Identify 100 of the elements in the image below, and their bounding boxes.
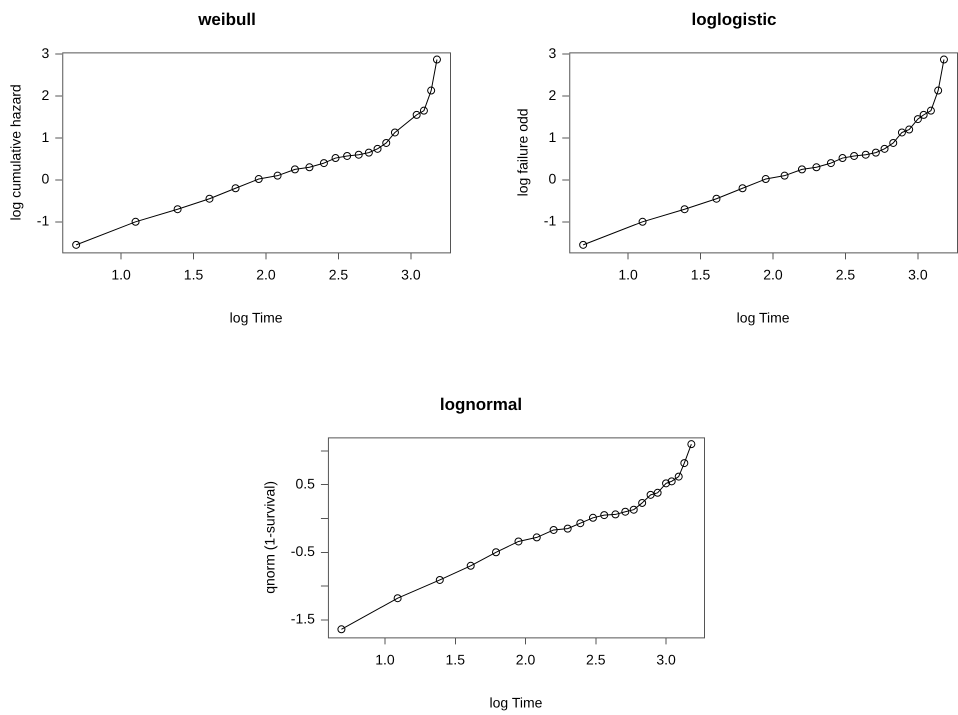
- x-tick-label: 1.5: [690, 266, 710, 283]
- point: [374, 144, 382, 153]
- y-tick-label: 1: [548, 128, 556, 145]
- point: [850, 152, 858, 160]
- x-tick-label: 3.0: [401, 266, 421, 283]
- point: [638, 498, 646, 507]
- y-tick-label: 3: [41, 44, 50, 61]
- point: [305, 163, 314, 172]
- x-tick-label: 3.0: [908, 266, 928, 283]
- point: [132, 218, 140, 226]
- y-tick-label: 0.5: [295, 476, 316, 492]
- point: [550, 526, 558, 534]
- x-tick-label: 1.0: [618, 266, 638, 283]
- x-axis-title: log Time: [490, 694, 543, 710]
- point: [579, 240, 588, 249]
- point: [862, 150, 870, 159]
- point: [668, 477, 676, 486]
- y-tick-label: 3: [548, 44, 556, 61]
- y-tick-label: -1.5: [290, 610, 316, 627]
- point: [588, 514, 597, 522]
- point: [611, 510, 620, 518]
- point: [420, 106, 428, 115]
- point: [934, 86, 942, 95]
- point: [600, 511, 608, 520]
- point: [564, 524, 572, 533]
- y-tick-label: -1: [544, 212, 556, 229]
- y-tick-label: -0.5: [290, 543, 316, 560]
- point: [654, 488, 662, 497]
- point: [436, 576, 444, 584]
- point: [638, 218, 647, 226]
- point: [630, 506, 638, 514]
- x-axis-title: log Time: [736, 309, 790, 326]
- y-axis-title: log failure odd: [514, 108, 530, 196]
- point: [492, 548, 500, 556]
- y-tick-label: 2: [548, 86, 556, 103]
- x-tick-label: 3.0: [656, 652, 676, 668]
- chart-title: lognormal: [440, 394, 522, 414]
- point: [680, 459, 688, 468]
- point: [532, 533, 541, 542]
- point: [889, 138, 898, 147]
- x-tick-label: 2.0: [763, 266, 783, 283]
- point: [712, 194, 720, 203]
- x-tick-label: 2.5: [586, 652, 606, 668]
- x-tick-label: 2.0: [516, 652, 536, 668]
- point: [427, 86, 436, 95]
- x-tick-label: 1.0: [375, 652, 395, 668]
- y-axis-title: qnorm (1-survival): [261, 480, 278, 594]
- y-tick-label: 0: [41, 170, 50, 187]
- x-tick-label: 1.5: [184, 266, 204, 283]
- point: [382, 138, 390, 147]
- point: [812, 163, 820, 172]
- point: [320, 159, 328, 168]
- point: [838, 154, 847, 162]
- x-tick-label: 2.5: [328, 266, 348, 283]
- point: [332, 154, 340, 162]
- point: [872, 148, 880, 157]
- point: [674, 472, 683, 481]
- point: [662, 479, 670, 488]
- point: [466, 562, 475, 570]
- chart-title: weibull: [197, 10, 256, 29]
- point: [898, 128, 906, 136]
- point: [412, 110, 421, 119]
- point: [798, 165, 806, 174]
- y-tick-label: -1: [36, 212, 50, 229]
- x-tick-label: 1.0: [111, 266, 132, 283]
- point: [680, 205, 689, 214]
- point: [880, 144, 889, 153]
- y-tick-label: 2: [41, 86, 50, 103]
- point: [826, 159, 835, 168]
- x-tick-label: 1.5: [446, 652, 466, 668]
- point: [394, 594, 402, 602]
- point: [290, 165, 299, 174]
- point: [254, 175, 263, 184]
- point: [926, 106, 935, 115]
- point: [905, 126, 914, 134]
- point: [621, 508, 630, 516]
- point: [72, 240, 80, 249]
- point: [432, 56, 441, 64]
- point: [390, 128, 399, 136]
- point: [364, 148, 373, 157]
- x-tick-label: 2.0: [256, 266, 276, 283]
- point: [738, 184, 747, 192]
- point: [337, 625, 346, 634]
- chart-title: loglogistic: [692, 10, 776, 29]
- point: [205, 194, 214, 203]
- point: [274, 172, 282, 180]
- point: [354, 150, 363, 159]
- y-axis-title: log cumulative hazard: [7, 84, 24, 220]
- point: [762, 175, 770, 184]
- x-axis-title: log Time: [230, 309, 283, 326]
- point: [920, 110, 928, 119]
- point: [940, 56, 948, 64]
- point: [343, 152, 352, 160]
- point: [174, 205, 182, 214]
- point: [576, 519, 584, 528]
- y-tick-label: 0: [548, 170, 556, 187]
- x-tick-label: 2.5: [836, 266, 856, 283]
- point: [687, 440, 696, 448]
- point: [914, 115, 922, 124]
- point: [514, 537, 522, 546]
